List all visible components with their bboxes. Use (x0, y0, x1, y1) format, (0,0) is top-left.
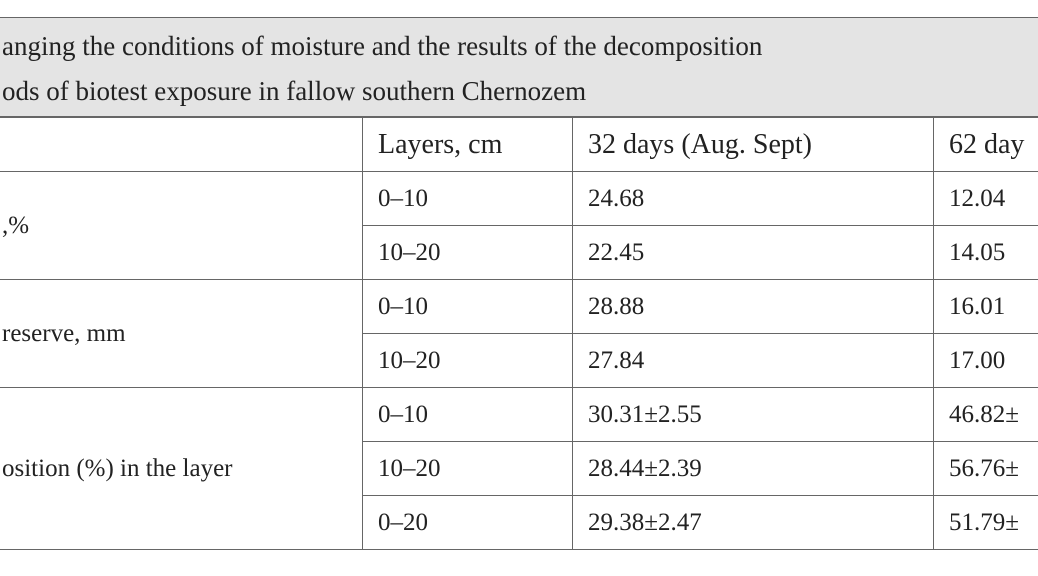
row-label: osition (%) in the layer (0, 387, 363, 550)
header-cell: Layers, cm (362, 117, 573, 172)
table-cell: 0–20 (362, 495, 573, 550)
table-cell: 24.68 (572, 171, 934, 226)
header-row: Layers, cm 32 days (Aug. Sept) 62 day (0, 117, 1038, 172)
table-caption: anging the conditions of moisture and th… (0, 17, 1038, 117)
table-cell: 56.76± (933, 441, 1038, 496)
table-row: 0–20 29.38±2.47 51.79± (0, 495, 1038, 550)
table-cell: 10–20 (362, 225, 573, 280)
table-cell: 10–20 (362, 333, 573, 388)
table-row: ,% 0–10 24.68 12.04 (0, 171, 1038, 280)
table-cell: 10–20 (362, 441, 573, 496)
table-cell: 29.38±2.47 (572, 495, 934, 550)
data-table: Layers, cm 32 days (Aug. Sept) 62 day ,%… (0, 117, 1038, 550)
table-cell: 0–10 (362, 171, 573, 226)
table-row: 10–20 22.45 14.05 (0, 225, 1038, 280)
header-cell: 32 days (Aug. Sept) (572, 117, 934, 172)
table-cell: 28.88 (572, 279, 934, 334)
table-cell: 17.00 (933, 333, 1038, 388)
caption-line: anging the conditions of moisture and th… (2, 31, 763, 61)
table-cell: 51.79± (933, 495, 1038, 550)
table-row: osition (%) in the layer 0–10 30.31±2.55 46… (0, 387, 1038, 550)
header-cell (0, 117, 363, 172)
table-row: 10–20 27.84 17.00 (0, 333, 1038, 388)
table-cell: 30.31±2.55 (572, 387, 934, 442)
row-label: reserve, mm (0, 279, 363, 388)
header-cell: 62 day (933, 117, 1038, 172)
row-label: ,% (0, 171, 363, 280)
table-cell: 16.01 (933, 279, 1038, 334)
table-cell: 22.45 (572, 225, 934, 280)
table-cell: 27.84 (572, 333, 934, 388)
table-body: Layers, cm 32 days (Aug. Sept) 62 day ,%… (0, 117, 1038, 550)
table-cell: 0–10 (362, 279, 573, 334)
table-cell: 46.82± (933, 387, 1038, 442)
table-cell: 14.05 (933, 225, 1038, 280)
caption-line: ods of biotest exposure in fallow southe… (2, 76, 587, 106)
table-cell: 12.04 (933, 171, 1038, 226)
table-row: 10–20 28.44±2.39 56.76± (0, 441, 1038, 496)
table-cell: 0–10 (362, 387, 573, 442)
table-cell: 28.44±2.39 (572, 441, 934, 496)
table-row: reserve, mm 0–10 28.88 16.01 (0, 279, 1038, 388)
